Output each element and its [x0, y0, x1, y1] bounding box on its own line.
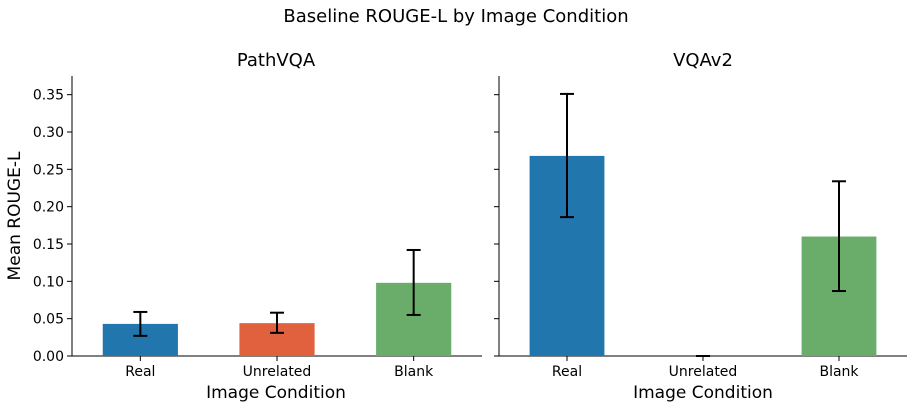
x-tick-label: Unrelated: [243, 364, 312, 380]
chart-title-vqav2: VQAv2: [673, 50, 733, 71]
plot-area-vqav2: Real Unrelated Blank: [494, 76, 907, 380]
chart-vqav2: VQAv2 Image Condition Real Unrelated Blank: [494, 50, 907, 403]
y-tick-label: 0.25: [33, 162, 64, 178]
chart-title-pathvqa: PathVQA: [237, 50, 316, 71]
y-tick-label: 0.10: [33, 274, 64, 290]
x-tick-label: Real: [125, 364, 155, 380]
x-tick-label: Blank: [394, 364, 434, 380]
plot-area-pathvqa: 0.00 0.05 0.10 0.15 0.20 0.25 0.30 0.35 Real Unre…: [33, 76, 482, 380]
x-axis-label-pathvqa: Image Condition: [206, 383, 346, 403]
x-tick-label: Blank: [819, 364, 859, 380]
y-tick-label: 0.00: [33, 349, 64, 365]
y-tick-label: 0.35: [33, 88, 64, 104]
chart-pathvqa: PathVQA Mean ROUGE-L Image Condition 0.0…: [5, 50, 482, 403]
x-tick-label: Unrelated: [669, 364, 738, 380]
y-tick-label: 0.05: [33, 312, 64, 328]
x-axis-label-vqav2: Image Condition: [633, 383, 773, 403]
y-tick-label: 0.30: [33, 125, 64, 141]
y-tick-label: 0.20: [33, 200, 64, 216]
x-tick-label: Real: [552, 364, 582, 380]
y-tick-label: 0.15: [33, 237, 64, 253]
y-axis-label: Mean ROUGE-L: [5, 151, 25, 280]
figure-title: Baseline ROUGE-L by Image Condition: [283, 6, 628, 27]
